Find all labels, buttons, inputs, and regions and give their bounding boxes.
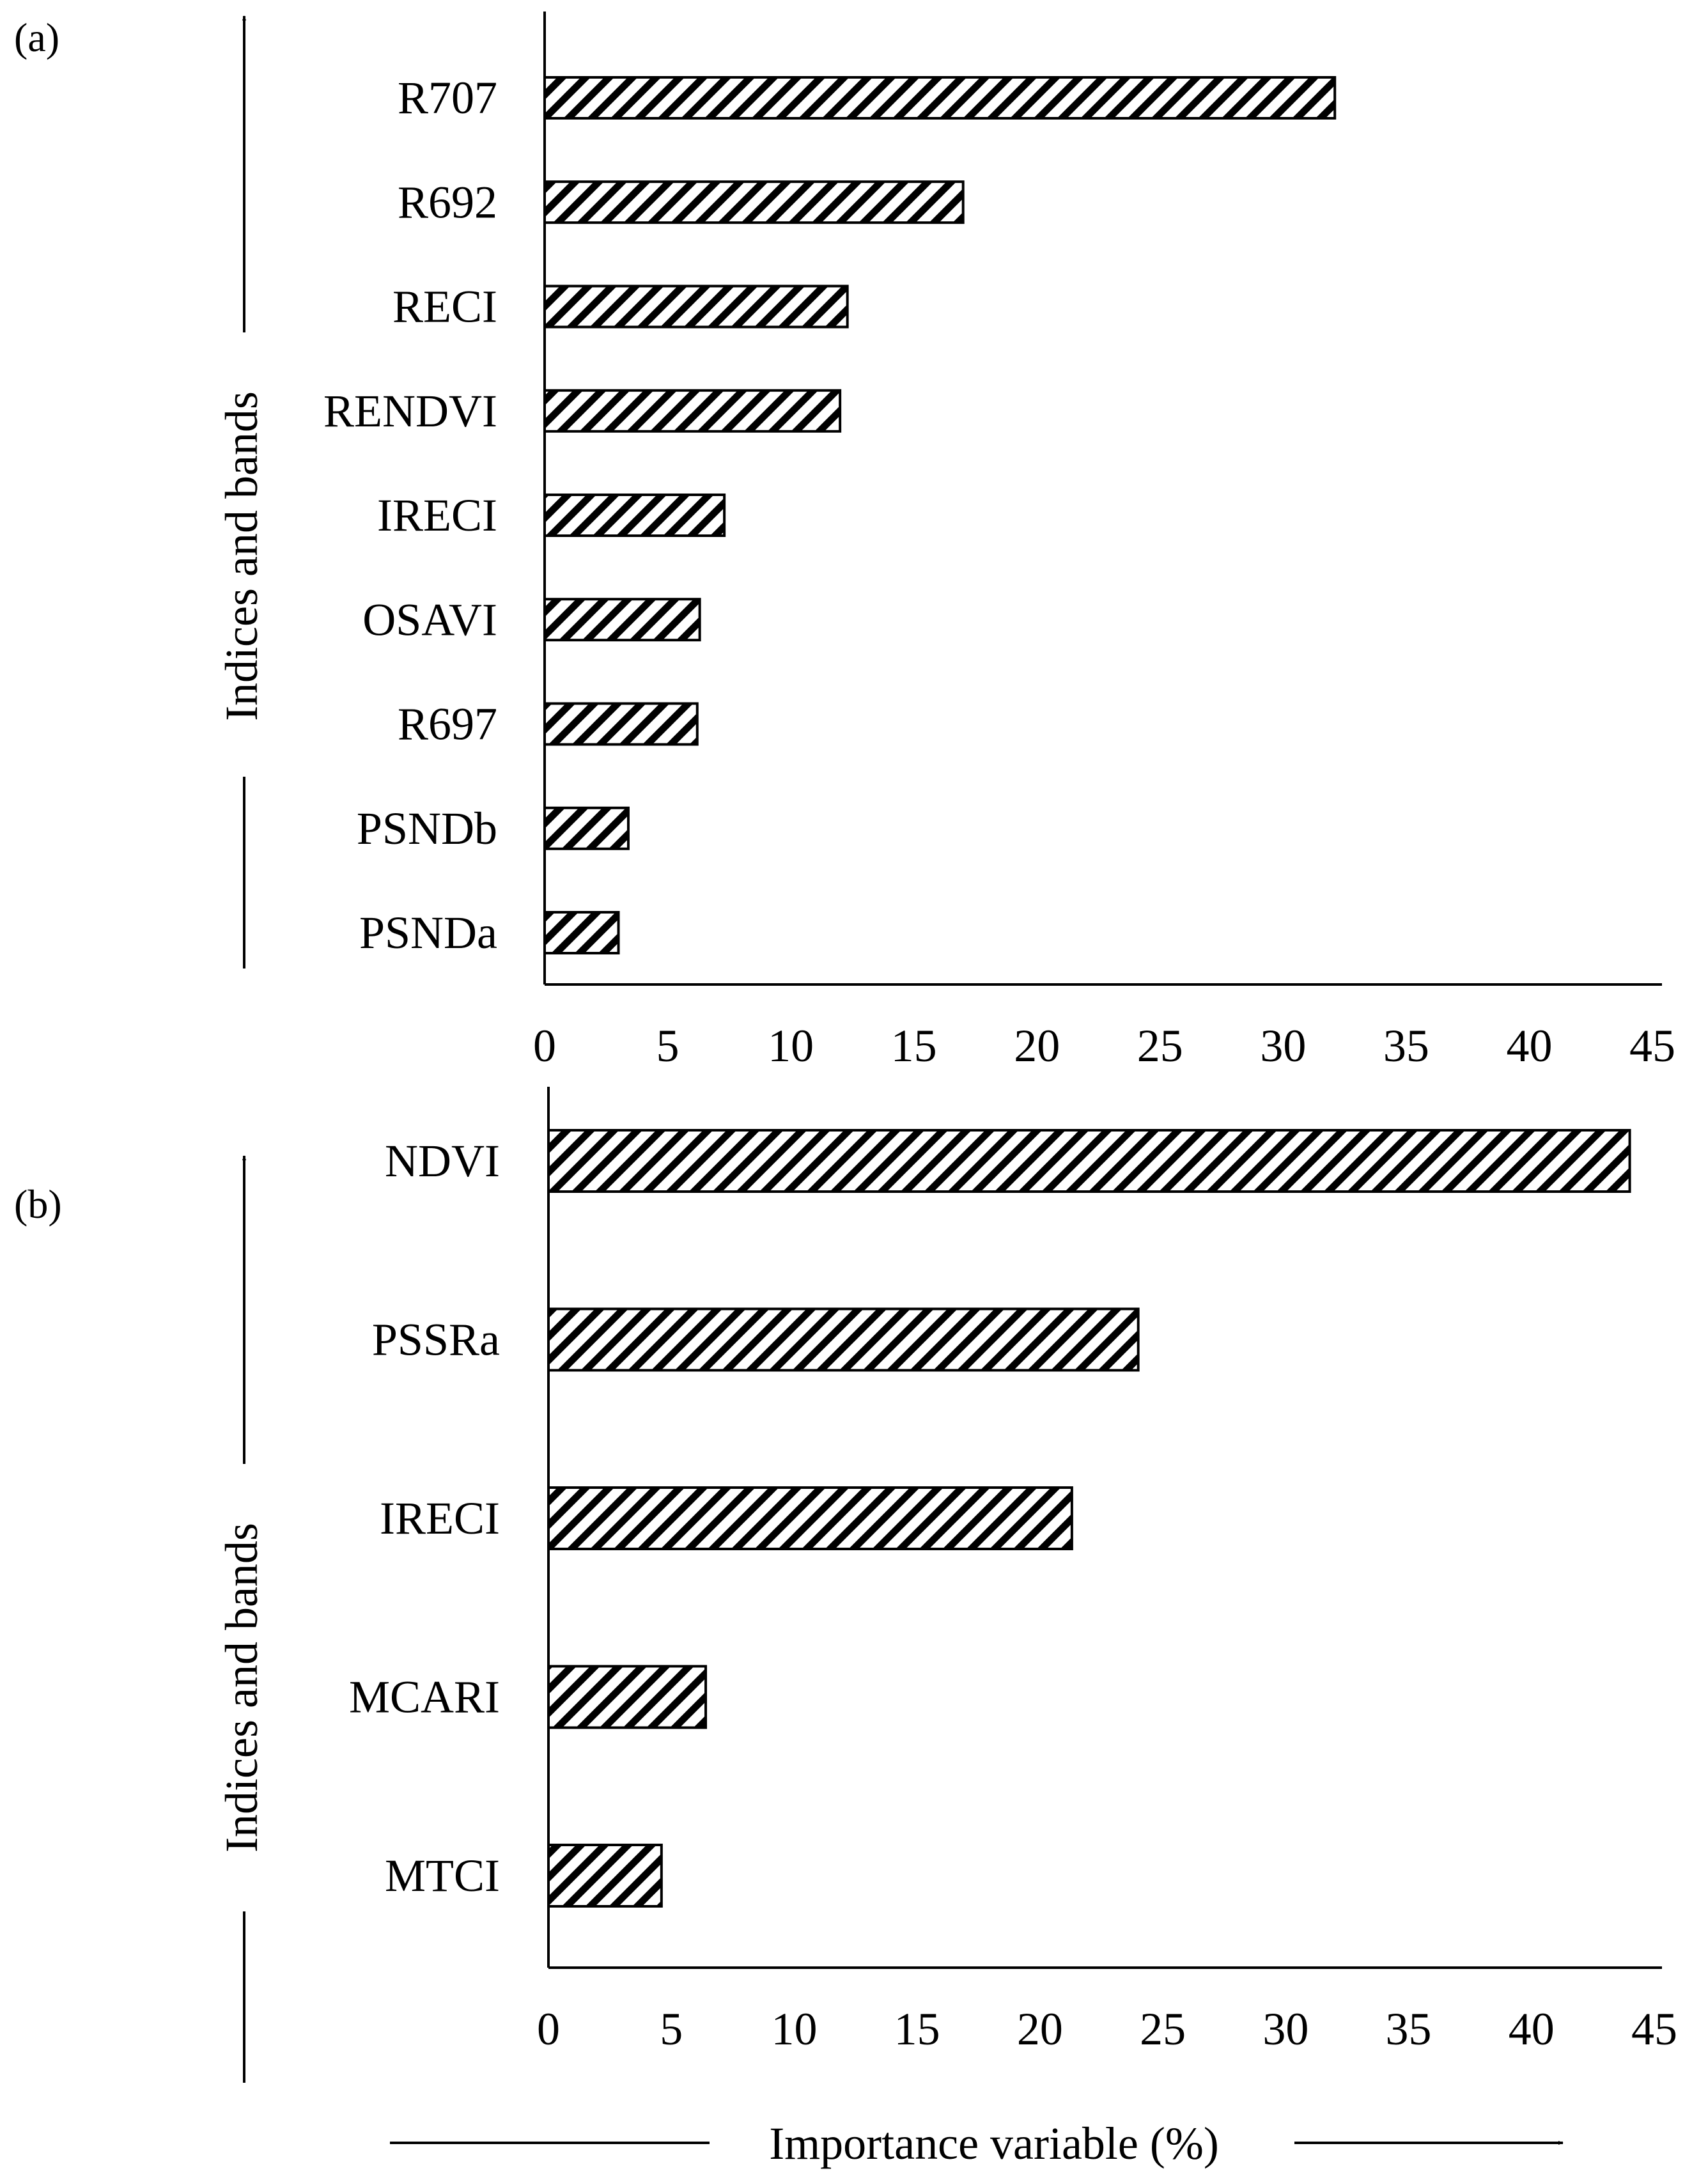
category-label: RECI [392,281,497,332]
bar-psnda [543,911,620,954]
x-tick-label: 30 [1260,1020,1306,1071]
panel-a-category-labels: R707 R692 RECI RENDVI IRECI OSAVI R697 PSNDb PSN… [323,72,497,958]
category-label: MCARI [349,1672,500,1723]
bar-mtci [547,1844,663,1908]
category-label: IRECI [380,1493,500,1544]
x-tick-label: 0 [533,1020,556,1071]
category-label: MTCI [385,1850,500,1901]
panel-b-bars [547,1129,1631,1908]
bar-psndb [543,806,630,850]
panel-a-ylabel: Indices and bands [216,391,267,721]
x-tick-label: 15 [894,2003,940,2055]
panel-b-label: (b) [14,1181,62,1227]
category-label: PSNDb [357,803,497,854]
x-tick-label: 25 [1137,1020,1183,1071]
bar-pssra [547,1307,1140,1372]
category-label: R697 [398,699,497,750]
panel-a-bars [543,76,1337,954]
x-tick-label: 5 [656,1020,679,1071]
x-tick-label: 40 [1509,2003,1555,2055]
x-tick-label: 5 [660,2003,683,2055]
panel-a-tick-labels: 0 5 10 15 20 25 30 35 40 45 [533,1020,1675,1071]
bar-ireci [547,1486,1073,1550]
x-tick-label: 45 [1629,1020,1675,1071]
category-label: PSSRa [372,1314,500,1365]
x-tick-label: 20 [1017,2003,1063,2055]
x-tick-label: 15 [891,1020,937,1071]
bar-osavi [543,598,701,642]
x-tick-label: 30 [1262,2003,1308,2055]
x-tick-label: 45 [1631,2003,1677,2055]
panel-b-ylabel: Indices and bands [216,1523,267,1853]
x-tick-label: 35 [1386,2003,1432,2055]
category-label: R692 [398,176,497,228]
bar-r707 [543,76,1337,120]
category-label: NDVI [385,1135,500,1186]
category-label: OSAVI [362,594,497,645]
panel-b-tick-labels: 0 5 10 15 20 25 30 35 40 45 [537,2003,1677,2055]
x-axis-label: Importance variable (%) [769,2118,1219,2169]
x-tick-label: 10 [771,2003,817,2055]
bar-reci [543,284,849,329]
x-tick-label: 0 [537,2003,560,2055]
bar-r692 [543,180,965,224]
category-label: IRECI [377,490,497,541]
x-tick-label: 20 [1014,1020,1060,1071]
panel-b: (b) NDVI PSSRa IRECI MCARI MTCI 0 5 10 15 20 25 30… [14,1087,1677,2083]
x-tick-label: 35 [1383,1020,1429,1071]
bar-ireci [543,494,726,537]
x-tick-label: 40 [1506,1020,1552,1071]
category-label: RENDVI [323,385,497,437]
panel-b-category-labels: NDVI PSSRa IRECI MCARI MTCI [349,1135,500,1901]
bar-r697 [543,702,699,746]
bar-rendvi [543,389,842,433]
bar-ndvi [547,1129,1631,1193]
category-label: PSNDa [359,907,497,958]
bar-mcari [547,1665,708,1729]
x-tick-label: 25 [1140,2003,1186,2055]
category-label: R707 [398,72,497,123]
panel-a: (a) R707 R692 RECI RENDVI IRECI OSAVI R697 PSND… [14,12,1675,1071]
x-tick-label: 10 [768,1020,814,1071]
panel-a-label: (a) [14,15,59,60]
